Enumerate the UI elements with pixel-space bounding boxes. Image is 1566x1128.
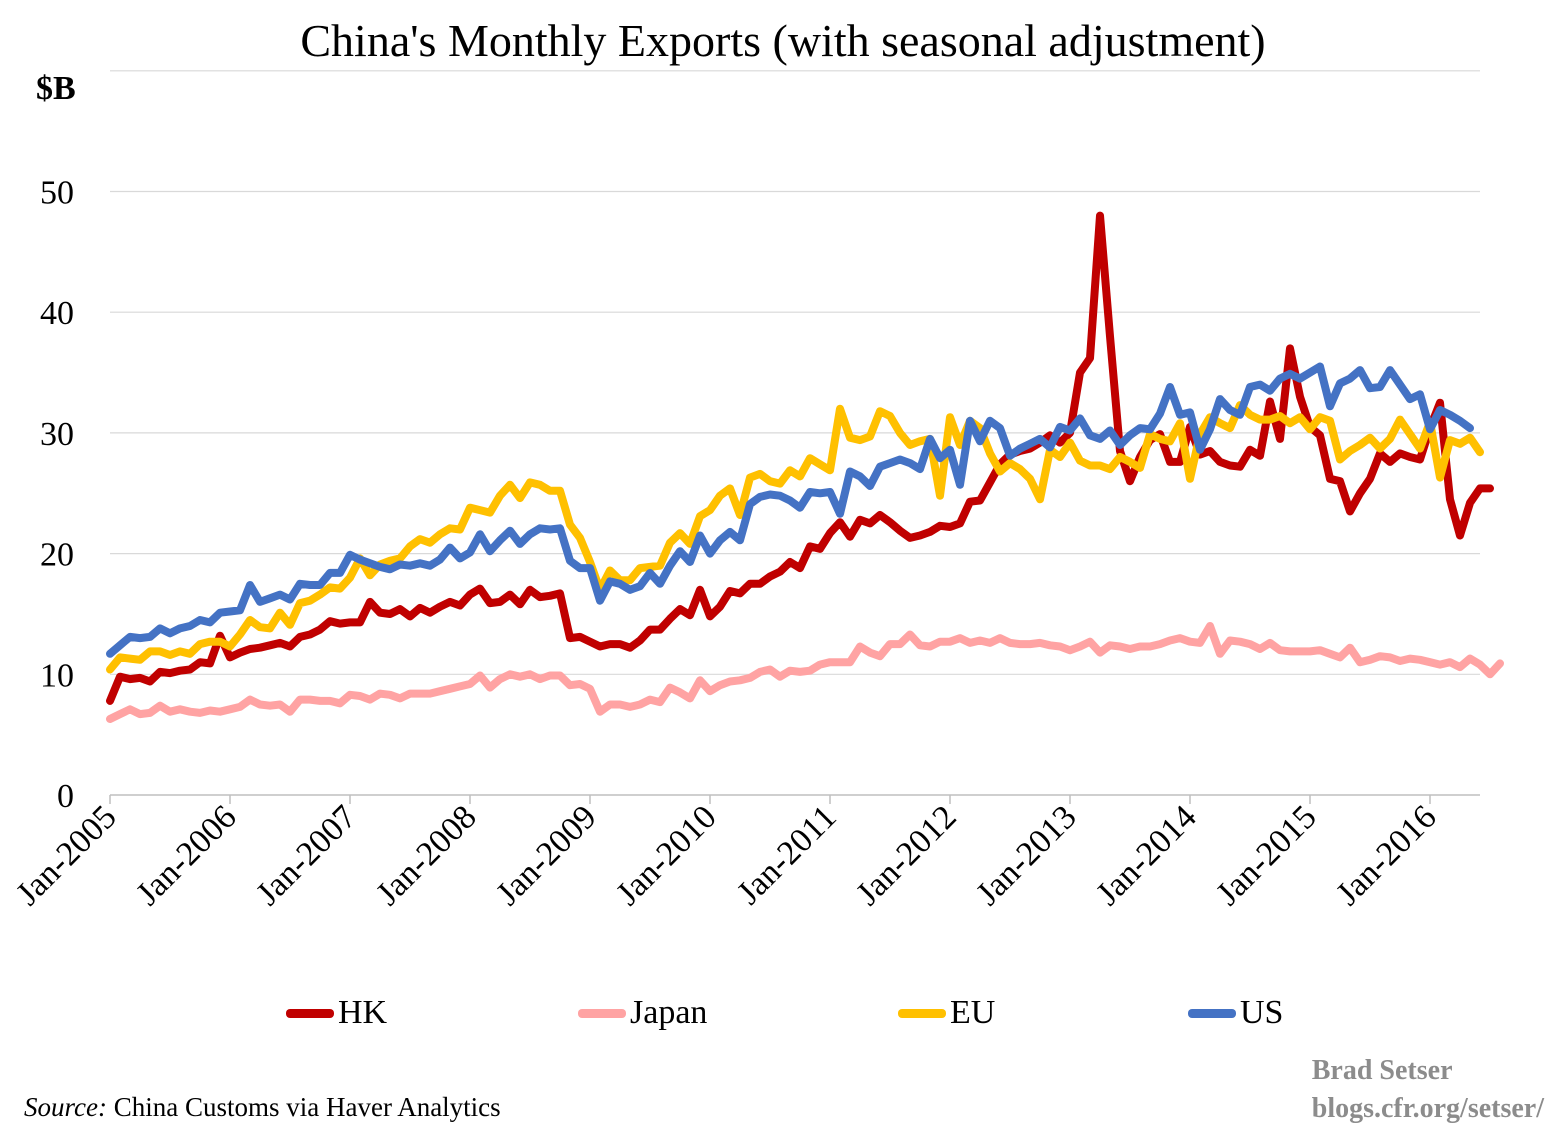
- series-line-us: [106, 362, 1474, 658]
- legend-swatch-eu: [898, 1008, 946, 1018]
- credit-url: blogs.cfr.org/setser/: [1311, 1093, 1544, 1124]
- x-tick-label: Jan-2005: [9, 798, 123, 912]
- legend-label-us: US: [1240, 994, 1284, 1031]
- gridlines: [110, 70, 1480, 675]
- x-tick-label: Jan-2011: [730, 798, 843, 911]
- x-tick-label: Jan-2014: [1089, 798, 1203, 912]
- legend-label-eu: EU: [950, 994, 996, 1031]
- x-axis-labels: Jan-2005 Jan-2006 Jan-2007 Jan-2008 Jan-2009…: [9, 798, 1443, 912]
- source-note: Source: China Customs via Haver Analytic…: [24, 1092, 501, 1123]
- y-tick-label: 50: [40, 175, 74, 212]
- legend-swatch-hk: [286, 1008, 334, 1018]
- y-tick-label: 40: [40, 295, 74, 332]
- x-tick-label: Jan-2008: [369, 798, 483, 912]
- x-tick-label: Jan-2009: [489, 798, 603, 912]
- legend-item-eu: EU: [898, 994, 995, 1032]
- y-axis-labels: 0 10 20 30 40 50: [40, 175, 74, 816]
- legend-label-japan: Japan: [630, 994, 708, 1031]
- series-lines: [106, 211, 1504, 723]
- y-tick-label: 30: [40, 416, 74, 453]
- x-tick-label: Jan-2012: [849, 798, 963, 912]
- legend-item-hk: HK: [286, 994, 387, 1032]
- chart-title: China's Monthly Exports (with seasonal a…: [300, 15, 1266, 66]
- x-tick-label: Jan-2015: [1209, 798, 1323, 912]
- series-line-japan: [106, 622, 1504, 723]
- y-tick-label: 10: [40, 657, 74, 694]
- y-tick-label: 20: [40, 537, 74, 574]
- source-prefix: Source:: [24, 1092, 107, 1122]
- x-tick-label: Jan-2007: [249, 798, 363, 912]
- x-tick-label: Jan-2016: [1329, 798, 1443, 912]
- legend-swatch-us: [1188, 1008, 1236, 1018]
- x-tick-label: Jan-2010: [609, 798, 723, 912]
- legend-swatch-japan: [578, 1008, 626, 1018]
- x-axis: [109, 794, 1480, 804]
- y-tick-label: 0: [57, 778, 74, 815]
- y-axis-unit-label: $B: [36, 70, 76, 107]
- legend: HK Japan EU US: [0, 994, 1566, 1038]
- source-text: China Customs via Haver Analytics: [113, 1092, 501, 1122]
- legend-item-us: US: [1188, 994, 1283, 1032]
- x-tick-label: Jan-2013: [969, 798, 1083, 912]
- x-tick-label: Jan-2006: [129, 798, 243, 912]
- author-credit: Brad Setser blogs.cfr.org/setser/: [1312, 1052, 1544, 1128]
- legend-label-hk: HK: [338, 994, 388, 1031]
- legend-item-japan: Japan: [578, 994, 707, 1032]
- credit-name: Brad Setser: [1311, 1055, 1453, 1086]
- series-line-eu: [106, 401, 1484, 674]
- series-line-hk: [106, 211, 1494, 705]
